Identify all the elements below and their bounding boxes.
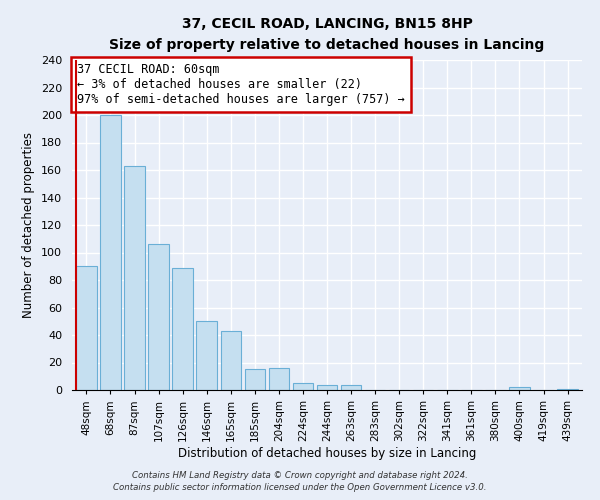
Bar [557,388,578,390]
Bar [100,115,121,390]
Title: 37, CECIL ROAD, LANCING, BN15 8HP
Size of property relative to detached houses i: 37, CECIL ROAD, LANCING, BN15 8HP Size o… [109,18,545,52]
Bar [293,383,313,390]
Bar [245,370,265,390]
Bar [76,266,97,390]
Bar [124,166,145,390]
Y-axis label: Number of detached properties: Number of detached properties [22,132,35,318]
Bar [221,331,241,390]
Bar [341,384,361,390]
X-axis label: Distribution of detached houses by size in Lancing: Distribution of detached houses by size … [178,446,476,460]
Bar [269,368,289,390]
Bar [509,387,530,390]
Text: 37 CECIL ROAD: 60sqm
← 3% of detached houses are smaller (22)
97% of semi-detach: 37 CECIL ROAD: 60sqm ← 3% of detached ho… [77,64,405,106]
Bar [196,322,217,390]
Bar [317,384,337,390]
Bar [148,244,169,390]
Text: Contains HM Land Registry data © Crown copyright and database right 2024.
Contai: Contains HM Land Registry data © Crown c… [113,470,487,492]
Bar [172,268,193,390]
